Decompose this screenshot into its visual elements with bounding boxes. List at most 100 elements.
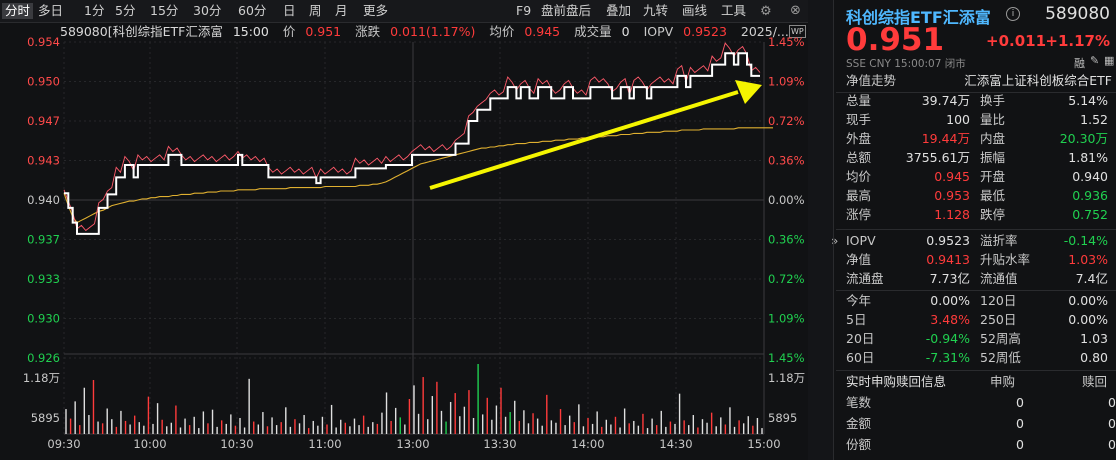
row-value: 0.752 [1072, 207, 1108, 222]
tab-10[interactable]: 更多 [363, 3, 389, 18]
tab-2[interactable]: 1分 [84, 3, 105, 18]
y-tick-left: 0.950 [27, 75, 60, 89]
sub-value: 0 [1108, 416, 1116, 431]
row-label: 52周低 [980, 350, 1021, 365]
volume-value: 0 [621, 24, 630, 39]
row-label: 振幅 [980, 150, 1006, 165]
row-label: 120日 [980, 293, 1017, 308]
y-tick-right: 1.09% [768, 312, 805, 326]
quote-row: 总量 39.74万 换手 5.14% [846, 91, 1112, 110]
subscribe-title: 实时申购赎回信息 [846, 374, 947, 389]
expand-arrow-icon[interactable]: » [831, 234, 839, 248]
market-meta: SSE CNY 15:00:07 闭市 [846, 58, 966, 70]
row-label: 流通盘 [846, 271, 884, 286]
quote-row: 20日 -0.94% 52周高 1.03 [846, 329, 1112, 348]
y-tick-left: 0.933 [27, 272, 60, 286]
tab-6[interactable]: 60分 [238, 3, 267, 18]
row-value: 0.953 [934, 188, 970, 203]
tab-9[interactable]: 月 [335, 3, 348, 18]
quote-infobar: 589080[科创综指ETF汇添富 15:00 价 0.951 涨跌 0.011… [60, 23, 789, 41]
row-label: 跌停 [980, 207, 1006, 222]
nav-row[interactable]: 净值走势 汇添富上证科创板综合ETF [846, 71, 1112, 90]
y-tick-right: 1.09% [768, 75, 805, 89]
tool-tab-0[interactable]: F9 [516, 3, 532, 18]
panel-sep-4 [836, 370, 1116, 371]
row-value: 39.74万 [921, 93, 970, 108]
edit-icon[interactable]: ✎ [1090, 54, 1100, 67]
row-value: 5.14% [1068, 93, 1108, 108]
grid-icon[interactable]: ▦ [1104, 54, 1115, 67]
row-label: 最低 [980, 188, 1006, 203]
tool-tab-5[interactable]: 工具 [721, 3, 747, 18]
row-value: 3755.61万 [905, 150, 970, 165]
y-tick-right: 0.72% [768, 114, 805, 128]
quote-row: 涨停 1.128 跌停 0.752 [846, 205, 1112, 224]
y-tick-right: 0.36% [768, 154, 805, 168]
row-value: 3.48% [930, 312, 970, 327]
quote-row: 今年 0.00% 120日 0.00% [846, 291, 1112, 310]
tool-tab-4[interactable]: 画线 [682, 3, 708, 18]
iopv-value: 0.9523 [683, 24, 727, 39]
row-label: 60日 [846, 350, 875, 365]
vol-tick-left: 1.18万 [23, 371, 60, 385]
tab-1[interactable]: 多日 [38, 3, 64, 18]
row-label: 内盘 [980, 131, 1006, 146]
y-tick-right: 0.36% [768, 233, 805, 247]
collapse-strip[interactable] [808, 0, 833, 460]
quote-row: 均价 0.945 开盘 0.940 [846, 167, 1112, 186]
tab-7[interactable]: 日 [283, 3, 296, 18]
x-tick: 13:30 [483, 437, 516, 451]
intraday-chart[interactable]: 0.954 1.45% 0.950 1.09% 0.947 0.72% 0.943 0.36%… [0, 22, 808, 460]
vol-tick-right: 5895 [768, 411, 797, 425]
y-tick-right: 1.45% [768, 35, 805, 49]
last-price: 0.951 [846, 22, 945, 58]
row-value: 0.940 [1072, 169, 1108, 184]
x-tick: 14:30 [659, 437, 692, 451]
row-label: 今年 [846, 293, 872, 308]
row-label: 最高 [846, 188, 872, 203]
row-value: 0.00% [1068, 293, 1108, 308]
row-value: 0.9413 [926, 252, 970, 267]
gear-icon[interactable]: ⚙ [760, 4, 772, 19]
close-icon[interactable]: ⊗ [790, 3, 801, 18]
price-value: 0.951 [305, 24, 342, 39]
vol-tick-right: 1.18万 [768, 371, 805, 385]
row-value: 20.30万 [1059, 131, 1108, 146]
tab-3[interactable]: 5分 [115, 3, 136, 18]
tab-0[interactable]: 分时 [2, 3, 34, 19]
sub-label: 金额 [846, 416, 872, 431]
tab-5[interactable]: 30分 [193, 3, 222, 18]
row-value: 0.80 [1080, 350, 1108, 365]
tab-8[interactable]: 周 [309, 3, 322, 18]
sub-label: 笔数 [846, 395, 872, 410]
wp-icon[interactable]: WP [789, 25, 806, 38]
tool-tab-3[interactable]: 九转 [643, 3, 669, 18]
row-value: 1.03% [1068, 252, 1108, 267]
redeem-col: 赎回 [1082, 374, 1108, 389]
row-value: 1.52 [1080, 112, 1108, 127]
y-tick-left: 0.940 [27, 193, 60, 207]
row-value: 0.936 [1072, 188, 1108, 203]
quote-row: 60日 -7.31% 52周低 0.80 [846, 348, 1112, 367]
sub-label: 份额 [846, 437, 872, 452]
price-line [64, 52, 760, 235]
panel-sep-2 [836, 229, 1116, 230]
tab-4[interactable]: 15分 [150, 3, 179, 18]
period-toolbar: 分时 多日 1分 5分 15分 30分 60分日周月更多 F9 盘前盘后 叠加 九转 画线 工具 ⚙ … [0, 0, 808, 23]
info-icon[interactable]: i [1006, 7, 1020, 21]
panel-sep-3 [836, 290, 1116, 291]
sub-value: 0 [1016, 437, 1024, 452]
volume-label: 成交量 [574, 24, 612, 39]
x-tick: 14:00 [571, 437, 604, 451]
quote-row: 最高 0.953 最低 0.936 [846, 186, 1112, 205]
quote-panel: 科创综指ETF汇添富 i 589080 0.951 +0.011 +1.17% … [836, 0, 1116, 460]
tool-tab-2[interactable]: 叠加 [606, 3, 632, 18]
change-label: 涨跌 [355, 24, 381, 39]
row-label: 20日 [846, 331, 875, 346]
x-tick: 11:00 [308, 437, 341, 451]
row-label: 5日 [846, 312, 867, 327]
price-change: +0.011 [986, 32, 1047, 50]
change-value: 0.011(1.17%) [390, 24, 476, 39]
tool-tab-1[interactable]: 盘前盘后 [541, 3, 592, 18]
row-label: 外盘 [846, 131, 872, 146]
